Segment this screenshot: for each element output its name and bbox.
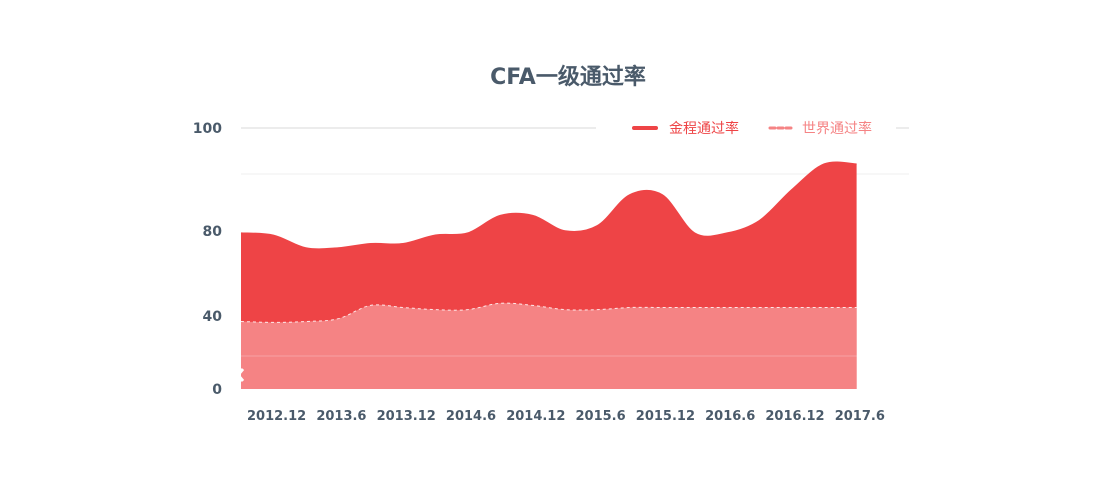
line-series-0 [240, 161, 857, 250]
legend-label-jincheng[interactable]: 金程通过率 [669, 120, 739, 137]
chart-title: CFA一级通过率 [490, 64, 646, 90]
x-tick-label: 2015.12 [636, 409, 695, 424]
x-tick-label: 2012.12 [247, 409, 306, 424]
x-tick-label: 2013.6 [316, 409, 366, 424]
legend-label-world[interactable]: 世界通过率 [802, 120, 872, 137]
x-axis-ticks: 2012.12 2013.6 2013.12 2014.6 2014.12 2015.6 2… [247, 409, 885, 424]
y-axis-break-marker [236, 368, 245, 382]
series-lines [240, 161, 889, 357]
x-tick-label: 2016.6 [705, 409, 755, 424]
x-tick-label: 2014.6 [446, 409, 496, 424]
y-axis-ticks: 100 80 40 0 [193, 121, 222, 398]
y-tick-label: 100 [193, 121, 222, 137]
x-tick-label: 2017.6 [835, 409, 885, 424]
y-tick-label: 40 [203, 309, 223, 325]
x-tick-label: 2016.12 [765, 409, 824, 424]
y-tick-label: 0 [212, 382, 222, 398]
series-areas [241, 162, 857, 389]
x-tick-label: 2013.12 [377, 409, 436, 424]
x-tick-label: 2014.12 [506, 409, 565, 424]
area-series-1[interactable] [241, 303, 857, 389]
legend: 金程通过率 世界通过率 [596, 115, 896, 141]
y-tick-label: 80 [203, 224, 223, 240]
x-tick-label: 2015.6 [576, 409, 626, 424]
